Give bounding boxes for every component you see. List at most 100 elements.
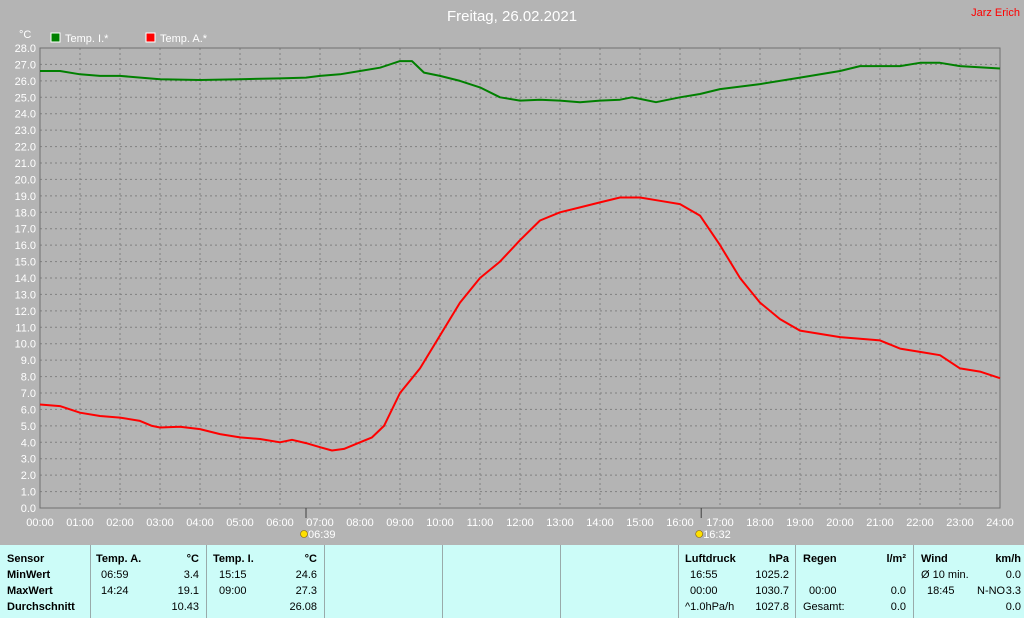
wind-direction: N-NO: [977, 585, 1006, 597]
temp-a-column: Temp. A. °C 06:59 3.4 14:24 19.1 10.43: [90, 545, 206, 618]
rain-time: 00:00: [809, 585, 837, 597]
y-tick-label: 18.0: [15, 207, 36, 219]
x-tick-label: 18:00: [746, 517, 774, 529]
wind-time: 18:45: [927, 585, 955, 597]
temp-i-avg-value: 26.08: [289, 601, 317, 613]
temp-i-min-time: 15:15: [219, 569, 247, 581]
wind-column: Wind km/h Ø 10 min. 0.0 18:45 N-NO 3.3 0…: [913, 545, 1024, 618]
pressure-max-time: 00:00: [690, 585, 718, 597]
y-tick-label: 23.0: [15, 125, 36, 137]
x-tick-label: 01:00: [66, 517, 94, 529]
temp-a-min-time: 06:59: [101, 569, 129, 581]
rain-value: 0.0: [890, 585, 906, 597]
x-tick-label: 07:00: [306, 517, 334, 529]
rain-total-label: Gesamt:: [803, 601, 845, 613]
y-tick-label: 10.0: [15, 339, 36, 351]
x-tick-label: 16:00: [666, 517, 694, 529]
y-tick-label: 12.0: [15, 306, 36, 318]
x-tick-label: 00:00: [26, 517, 54, 529]
rain-header: Regen: [803, 553, 837, 565]
x-tick-label: 13:00: [546, 517, 574, 529]
y-tick-label: 0.0: [21, 503, 36, 515]
temp-i-header: Temp. I.: [213, 553, 254, 565]
legend-label-outdoor: Temp. A.*: [160, 33, 208, 45]
y-tick-label: 16.0: [15, 240, 36, 252]
legend-swatch-outdoor: [145, 32, 156, 43]
x-tick-label: 20:00: [826, 517, 854, 529]
pressure-header: Luftdruck: [685, 553, 736, 565]
x-tick-label: 23:00: [946, 517, 974, 529]
x-tick-label: 08:00: [346, 517, 374, 529]
y-tick-label: 22.0: [15, 142, 36, 154]
x-tick-label: 21:00: [866, 517, 894, 529]
chart-title: Freitag, 26.02.2021: [447, 8, 577, 25]
x-tick-label: 14:00: [586, 517, 614, 529]
x-tick-label: 03:00: [146, 517, 174, 529]
author-label: Jarz Erich: [971, 7, 1020, 19]
sunrise-icon: [300, 530, 308, 538]
series-line-indoor: [40, 60, 1001, 104]
legend-label-indoor: Temp. I.*: [65, 33, 109, 45]
y-tick-label: 24.0: [15, 109, 36, 121]
temp-a-max-time: 14:24: [101, 585, 129, 597]
empty-column-2: [442, 545, 560, 618]
temp-a-max-value: 19.1: [177, 585, 199, 597]
x-tick-label: 12:00: [506, 517, 534, 529]
x-tick-label: 06:00: [266, 517, 294, 529]
event-time-label: 16:32: [703, 529, 731, 541]
x-axis-ticks: 00:00 01:00 02:00 03:00 04:00 05:00 06:00 07:00…: [26, 517, 1014, 529]
temp-a-avg-value: 10.43: [171, 601, 199, 613]
pressure-trend-label: ^1.0hPa/h: [685, 601, 735, 613]
x-tick-label: 15:00: [626, 517, 654, 529]
pressure-column: Luftdruck hPa 16:55 1025.2 00:00 1030.7 …: [678, 545, 795, 618]
pressure-unit: hPa: [768, 553, 789, 565]
series-line-outdoor: [39, 196, 1001, 452]
wind-avg-value: 0.0: [1005, 569, 1021, 581]
y-tick-label: 27.0: [15, 59, 36, 71]
y-tick-label: 7.0: [21, 388, 36, 400]
empty-column-1: [324, 545, 442, 618]
sensor-header: Sensor: [7, 553, 45, 565]
series-lines: [39, 60, 1001, 452]
x-tick-label: 22:00: [906, 517, 934, 529]
y-axis-unit: °C: [19, 29, 31, 41]
x-tick-label: 19:00: [786, 517, 814, 529]
wind-extra-value: 0.0: [1005, 601, 1021, 613]
temp-i-min-value: 24.6: [295, 569, 317, 581]
rain-column: Regen l/m² 00:00 0.0 Gesamt: 0.0: [795, 545, 913, 618]
y-tick-label: 9.0: [21, 355, 36, 367]
wind-avg-label: Ø 10 min.: [921, 569, 969, 581]
y-tick-label: 15.0: [15, 257, 36, 269]
y-tick-label: 6.0: [21, 404, 36, 416]
max-row-label: MaxWert: [7, 585, 53, 597]
y-tick-label: 3.0: [21, 454, 36, 466]
temperature-chart: Freitag, 26.02.2021 Jarz Erich °C Temp. …: [15, 7, 1020, 541]
temp-i-max-time: 09:00: [219, 585, 247, 597]
sensor-column: Sensor MinWert MaxWert Durchschnitt: [0, 545, 90, 618]
y-tick-label: 17.0: [15, 224, 36, 236]
rain-total-value: 0.0: [890, 601, 906, 613]
plot-frame: [39, 47, 1001, 509]
temp-a-unit: °C: [186, 553, 199, 565]
y-tick-label: 14.0: [15, 273, 36, 285]
y-tick-label: 4.0: [21, 437, 36, 449]
pressure-trend-value: 1027.8: [755, 601, 789, 613]
legend: Temp. I.* Temp. A.*: [50, 32, 208, 45]
statistics-table: Sensor MinWert MaxWert Durchschnitt Temp…: [0, 545, 1024, 618]
y-tick-label: 11.0: [15, 322, 36, 334]
event-time-label: 06:39: [308, 529, 336, 541]
temp-i-column: Temp. I. °C 15:15 24.6 09:00 27.3 26.08: [206, 545, 324, 618]
y-tick-label: 26.0: [15, 76, 36, 88]
empty-column-3: [560, 545, 678, 618]
temp-a-header: Temp. A.: [96, 553, 142, 565]
pressure-min-value: 1025.2: [755, 569, 789, 581]
wind-max-value: 3.3: [1005, 585, 1021, 597]
rain-unit: l/m²: [886, 553, 906, 565]
avg-row-label: Durchschnitt: [7, 601, 75, 613]
x-tick-label: 24:00: [986, 517, 1014, 529]
temp-i-unit: °C: [304, 553, 317, 565]
y-tick-label: 19.0: [15, 191, 36, 203]
y-tick-label: 2.0: [21, 470, 36, 482]
wind-header: Wind: [921, 553, 948, 565]
temp-i-max-value: 27.3: [295, 585, 317, 597]
